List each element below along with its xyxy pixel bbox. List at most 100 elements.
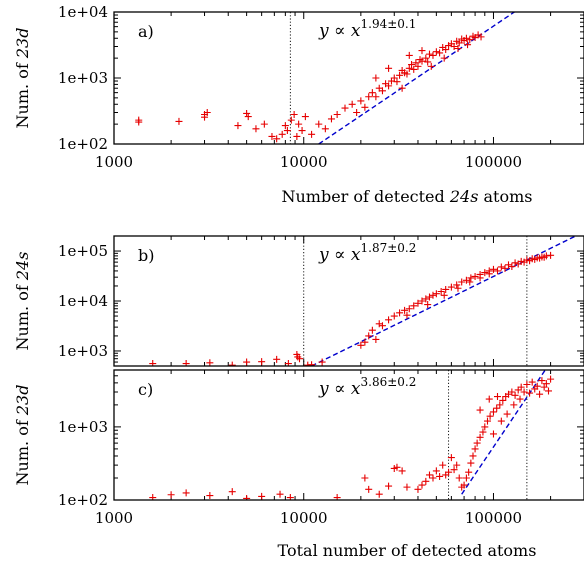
y-tick-label: 1e+03 [58,418,108,436]
data-point [547,375,555,383]
data-point [489,430,497,438]
fit-annotation: y ∝ x1.94±0.1 [318,17,416,41]
data-point [481,423,489,431]
data-point [203,109,211,117]
data-point [432,290,440,298]
fit-line [311,236,578,366]
plot-frame [113,235,584,367]
data-point [396,71,404,79]
data-point [418,57,426,65]
data-point [258,358,266,366]
data-point [243,109,251,117]
fit-annotation: y ∝ x1.87±0.2 [318,241,416,265]
data-point [318,358,326,366]
data-point [234,122,242,130]
data-point [460,481,468,489]
data-point [499,396,507,404]
data-point [454,284,462,292]
data-point [296,355,304,363]
data-point [473,439,481,447]
data-point [278,130,286,138]
data-point [390,312,398,320]
data-point [442,285,450,293]
data-point [497,417,505,425]
fit-line [461,370,547,495]
chart-panel-3: 1e+02 1e+03 1000 10000 100000 Num. of 23d Tota… [13,369,584,560]
y-tick-label: 1e+05 [58,242,108,260]
data-point [479,428,487,436]
x-tick-label: 10000 [280,153,328,171]
chart-panel-2: 1e+03 1e+04 1e+05 Num. of 24s b) y ∝ x1.87±0.… [13,235,584,367]
data-point [458,278,466,286]
data-point [401,306,409,314]
x-axis-label: Total number of detected atoms [278,541,537,560]
x-tick-label: 10000 [280,509,328,527]
data-point [252,125,260,133]
data-point [425,471,433,479]
data-point [516,395,524,403]
y-tick-label: 1e+04 [58,3,108,21]
data-point [504,261,512,269]
data-point [290,110,298,118]
data-point [418,47,426,55]
data-point [372,74,380,82]
data-point [405,51,413,59]
data-point [523,381,531,389]
y-axis-label: Num. of 24s [13,252,32,351]
data-point [447,454,455,462]
data-point [466,36,474,44]
data-point [485,270,493,278]
data-point [398,84,406,92]
data-point [526,257,534,265]
data-point [206,492,214,500]
data-point [385,82,393,90]
data-point [206,359,214,366]
data-point [531,255,539,263]
data-point [455,39,463,47]
data-point [368,326,376,334]
data-point [315,120,323,128]
data-point [440,291,448,299]
data-point [545,387,553,395]
data-point [514,260,522,268]
data-point [471,272,479,280]
x-tick-label: 1000 [95,509,133,527]
data-point [353,109,361,117]
data-point [454,44,462,52]
data-point [503,410,511,418]
data-point [520,388,528,396]
data-point [396,309,404,317]
data-point [357,97,365,105]
data-point [361,474,369,482]
data-point [273,355,281,363]
data-point [405,305,413,313]
data-point [412,59,420,67]
data-point [414,485,422,493]
data-point [471,445,479,453]
data-point [293,132,301,140]
data-point [493,393,501,401]
data-point [182,489,190,497]
data-point [418,481,426,489]
data-point [432,467,440,475]
data-point [414,62,422,70]
data-point [385,482,393,490]
data-point [497,263,505,271]
data-point [276,490,284,498]
data-point [437,287,445,295]
data-point [341,104,349,112]
panel-label: b) [138,246,154,265]
data-point [287,116,295,124]
data-point [476,274,484,282]
data-point [410,302,418,310]
data-point [465,468,473,476]
data-point [425,293,433,301]
data-point [481,269,489,277]
fit-annotation: y ∝ x3.86±0.2 [318,375,416,399]
data-point [321,125,329,133]
data-point [372,335,380,343]
data-point [429,291,437,299]
data-point [365,332,373,340]
y-axis-label: Num. of 23d [13,385,32,486]
data-point [418,297,426,305]
